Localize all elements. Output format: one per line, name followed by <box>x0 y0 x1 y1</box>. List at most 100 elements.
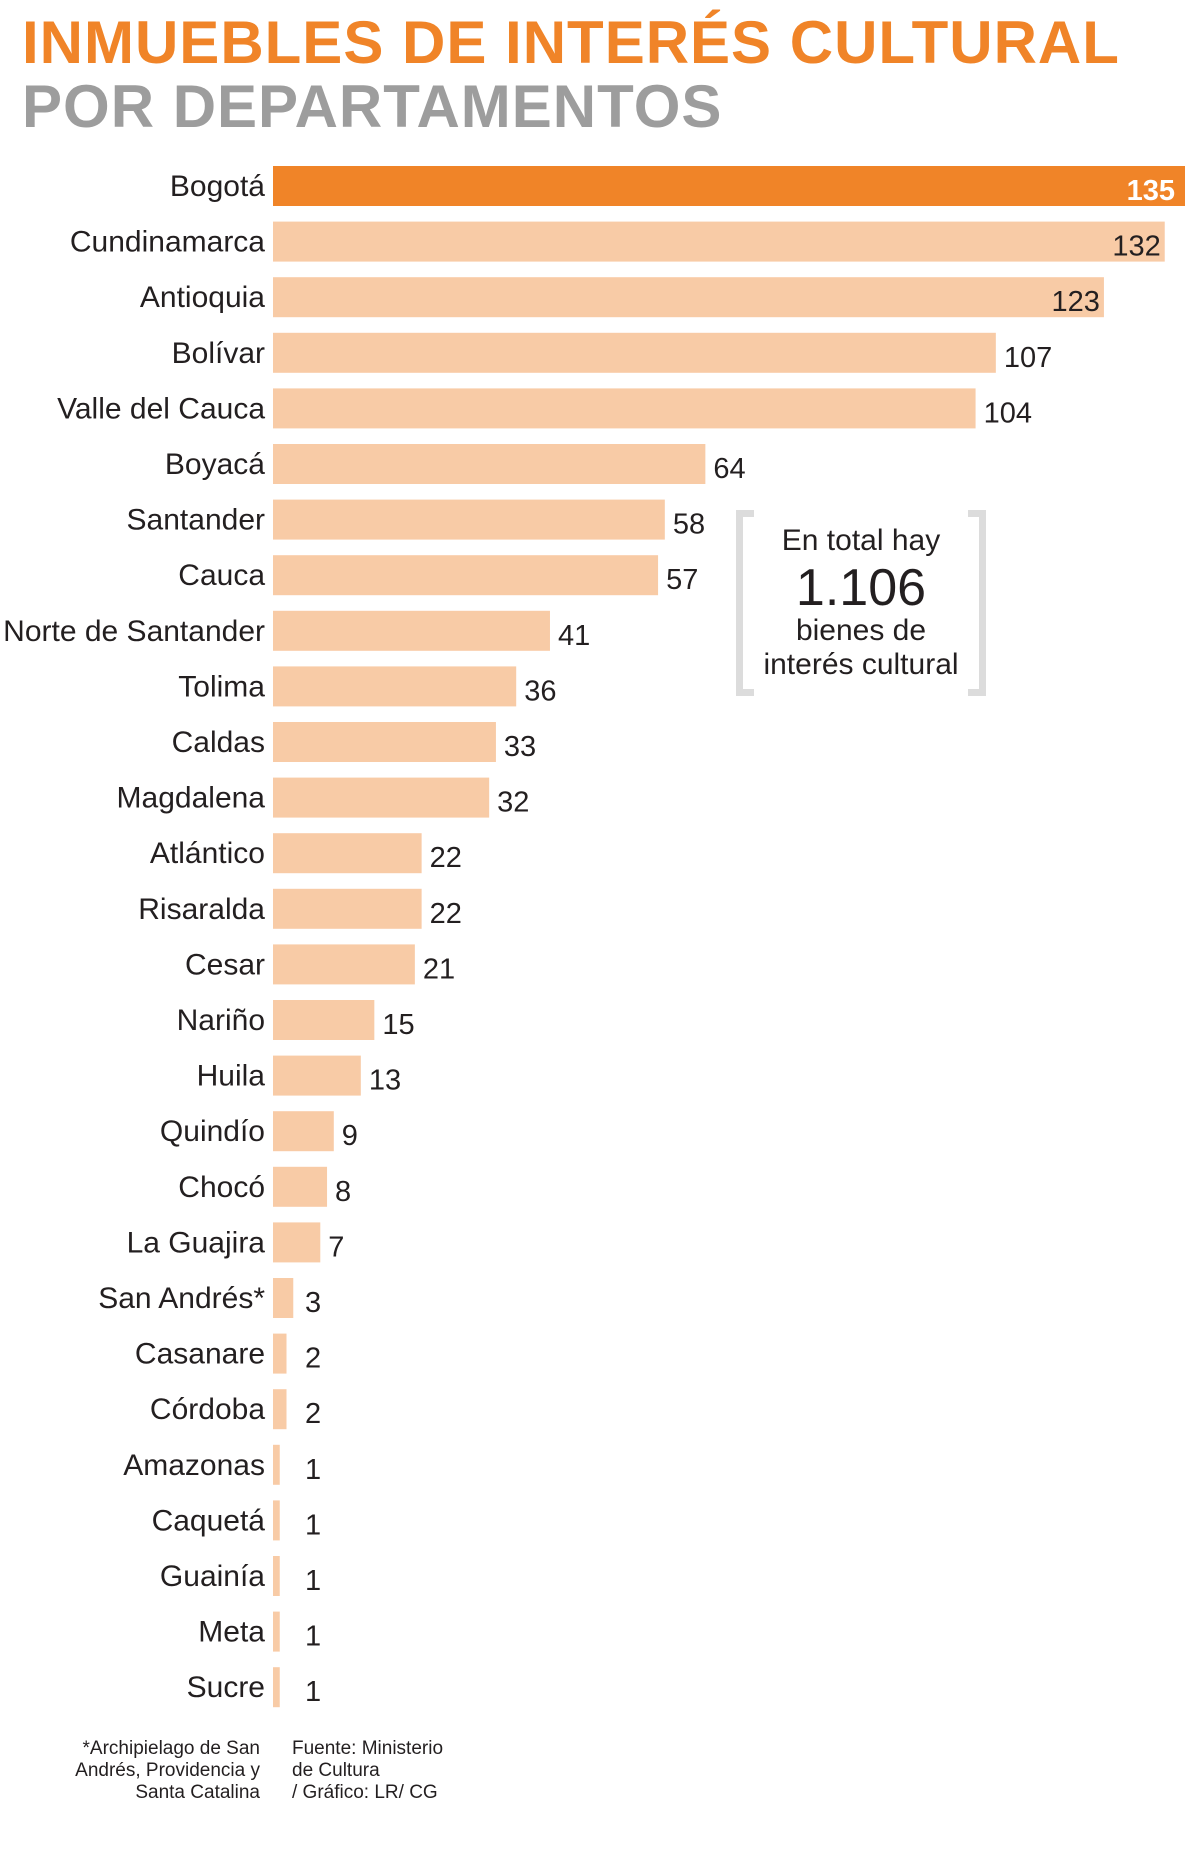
category-label: Atlántico <box>150 837 265 870</box>
chart-title-line2: POR DEPARTAMENTOS <box>22 73 723 140</box>
category-label: Cundinamarca <box>70 226 265 259</box>
value-label: 22 <box>430 842 462 874</box>
source-line: / Gráfico: LR/ CG <box>292 1782 438 1803</box>
value-label: 32 <box>497 787 529 819</box>
category-label: Boyacá <box>165 448 265 481</box>
category-label: San Andrés* <box>98 1282 265 1315</box>
chart-title-line1: INMUEBLES DE INTERÉS CULTURAL <box>22 9 1120 76</box>
value-label: 104 <box>984 397 1032 429</box>
bar-10 <box>273 722 496 762</box>
bar-13 <box>273 888 422 929</box>
bar-21 <box>273 1333 287 1374</box>
value-label: 7 <box>328 1231 344 1263</box>
value-label: 41 <box>558 620 590 652</box>
value-label: 1 <box>305 1565 321 1597</box>
callout-right-bracket <box>968 510 986 696</box>
category-label: Santander <box>127 504 265 537</box>
value-label: 15 <box>382 1009 414 1041</box>
bar-16 <box>273 1055 361 1096</box>
category-label: Córdoba <box>150 1393 265 1426</box>
bar-26 <box>273 1611 280 1652</box>
value-label: 2 <box>305 1398 321 1430</box>
value-label: 2 <box>305 1343 321 1375</box>
category-label: Caldas <box>172 726 265 759</box>
value-label: 21 <box>423 953 455 985</box>
bar-27 <box>273 1667 280 1708</box>
value-label: 123 <box>1052 286 1100 318</box>
bar-19 <box>273 1222 321 1263</box>
bar-7 <box>273 555 659 596</box>
value-label: 33 <box>504 731 536 763</box>
bar-3 <box>273 332 996 373</box>
bar-0 <box>273 166 1185 206</box>
bar-25 <box>273 1556 280 1596</box>
footnote: *Archipielago de San Andrés, Providencia… <box>40 1738 260 1804</box>
category-label: Risaralda <box>138 893 265 926</box>
bar-24 <box>273 1500 280 1541</box>
value-label: 107 <box>1004 342 1052 374</box>
value-label: 57 <box>666 564 698 596</box>
category-label: Amazonas <box>123 1449 265 1482</box>
category-label: Magdalena <box>117 782 266 815</box>
value-label: 1 <box>305 1676 321 1708</box>
value-label: 1 <box>305 1454 321 1486</box>
bar-4 <box>273 388 976 429</box>
bar-17 <box>273 1111 334 1152</box>
category-label: Sucre <box>187 1671 265 1704</box>
bar-18 <box>273 1166 328 1207</box>
bar-14 <box>273 944 415 985</box>
category-label: Cauca <box>178 559 265 592</box>
bar-2 <box>273 277 1104 318</box>
source-line: Fuente: Ministerio <box>292 1738 444 1759</box>
total-line4: interés cultural <box>763 648 959 681</box>
bar-23 <box>273 1444 280 1485</box>
category-label: Quindío <box>160 1115 265 1148</box>
value-label: 58 <box>673 509 705 541</box>
bar-6 <box>273 499 665 540</box>
bar-5 <box>273 444 706 484</box>
category-label: Chocó <box>178 1171 265 1204</box>
value-label: 1 <box>305 1621 321 1653</box>
bar-22 <box>273 1389 287 1430</box>
bar-11 <box>273 777 490 818</box>
category-label: Meta <box>198 1616 265 1649</box>
footnote-line: *Archipielago de San <box>82 1738 260 1759</box>
value-label: 135 <box>1127 175 1175 207</box>
value-label: 13 <box>369 1065 401 1097</box>
value-label: 3 <box>305 1287 321 1319</box>
footnote-line: Andrés, Providencia y <box>75 1760 260 1781</box>
category-label: Huila <box>197 1060 266 1093</box>
total-line3: bienes de <box>795 614 927 647</box>
total-line1: En total hay <box>781 524 941 557</box>
source-note: Fuente: Ministerio de Cultura / Gráfico:… <box>292 1738 492 1804</box>
bar-15 <box>273 1000 375 1040</box>
category-label: Valle del Cauca <box>57 392 265 425</box>
value-label: 8 <box>335 1176 351 1208</box>
category-label: Nariño <box>177 1004 265 1037</box>
bar-20 <box>273 1278 294 1318</box>
bar-1 <box>273 221 1165 262</box>
value-label: 36 <box>524 675 556 707</box>
category-label: Bolívar <box>172 337 265 370</box>
category-label: Tolima <box>178 670 265 703</box>
bar-9 <box>273 666 517 707</box>
total-callout: En total hay 1.106 bienes de interés cul… <box>736 510 986 696</box>
category-label: Bogotá <box>170 170 265 203</box>
category-label: Antioquia <box>140 281 265 314</box>
category-label: Norte de Santander <box>3 615 265 648</box>
bar-12 <box>273 833 422 874</box>
source-line: de Cultura <box>292 1760 380 1781</box>
category-label: La Guajira <box>127 1226 266 1259</box>
category-label: Caquetá <box>152 1504 266 1537</box>
category-label: Casanare <box>135 1338 265 1371</box>
value-label: 1 <box>305 1509 321 1541</box>
bar-8 <box>273 610 550 651</box>
footnote-line: Santa Catalina <box>135 1782 260 1803</box>
category-label: Guainía <box>160 1560 265 1593</box>
category-label: Cesar <box>185 948 265 981</box>
value-label: 22 <box>430 898 462 930</box>
callout-left-bracket <box>736 510 754 696</box>
total-value: 1.106 <box>795 559 927 617</box>
value-label: 9 <box>342 1120 358 1152</box>
